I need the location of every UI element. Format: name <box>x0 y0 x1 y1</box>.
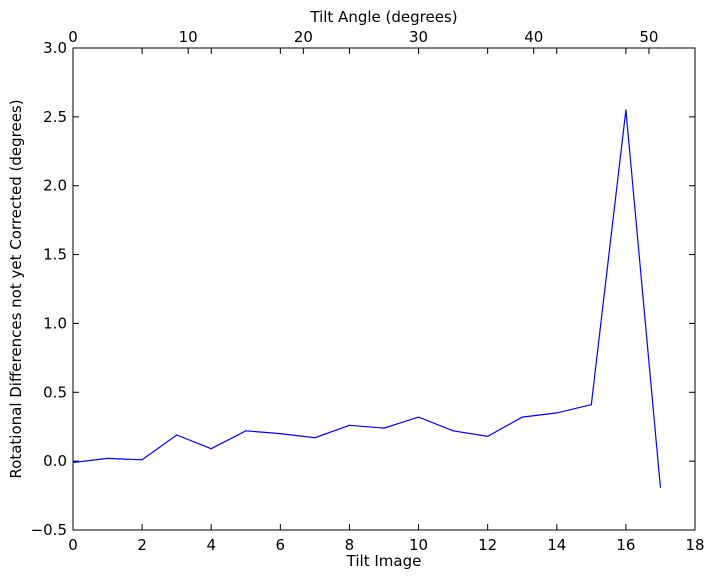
data-point <box>625 109 627 111</box>
data-point <box>417 416 420 418</box>
x2-tick-label: 50 <box>639 28 658 46</box>
x2-tick-label: 20 <box>294 28 313 46</box>
data-point <box>106 457 109 459</box>
data-point <box>556 412 558 414</box>
data-point <box>314 437 316 439</box>
y-tick-label: 0.0 <box>43 452 67 470</box>
x2-tick-label: 40 <box>524 28 543 46</box>
y-tick-label: 0.5 <box>43 383 67 401</box>
plot-frame <box>72 47 696 531</box>
data-point <box>487 435 489 437</box>
y-tick-label: 2.0 <box>43 177 67 195</box>
y-axis-title: Rotational Differences not yet Corrected… <box>7 99 25 478</box>
y-tick-label: 3.0 <box>43 39 67 57</box>
x2-tick-label: 0 <box>68 28 78 46</box>
x-axis-title: Tilt Image <box>346 552 422 570</box>
data-point <box>590 404 592 406</box>
data-point <box>452 430 454 432</box>
x-tick-label: 12 <box>478 536 497 554</box>
data-point <box>210 448 212 450</box>
y-tick-label: 1.0 <box>43 314 67 332</box>
x-tick-label: 18 <box>685 536 704 554</box>
x-tick-label: 4 <box>206 536 216 554</box>
data-point <box>383 427 385 429</box>
data-point <box>176 434 178 436</box>
data-point <box>72 461 74 464</box>
data-series-line <box>72 109 661 488</box>
y-tick-label: 1.5 <box>43 246 67 264</box>
top-x-axis-title: Tilt Angle (degrees) <box>309 8 457 26</box>
x-tick-label: 10 <box>409 536 428 554</box>
data-point <box>279 433 281 435</box>
data-point <box>659 486 662 488</box>
data-point <box>141 459 143 461</box>
y-tick-label: 2.5 <box>43 108 67 126</box>
x-tick-label: 8 <box>345 536 355 554</box>
data-point <box>245 430 247 432</box>
x-tick-label: 0 <box>68 536 78 554</box>
x-tick-label: 16 <box>616 536 635 554</box>
x-tick-label: 14 <box>547 536 566 554</box>
y-tick-label: −0.5 <box>31 521 67 539</box>
x2-tick-label: 10 <box>179 28 198 46</box>
x-tick-label: 6 <box>276 536 286 554</box>
x-tick-label: 2 <box>137 536 147 554</box>
x2-tick-label: 30 <box>409 28 428 46</box>
data-point <box>348 424 351 426</box>
data-point <box>521 416 523 418</box>
